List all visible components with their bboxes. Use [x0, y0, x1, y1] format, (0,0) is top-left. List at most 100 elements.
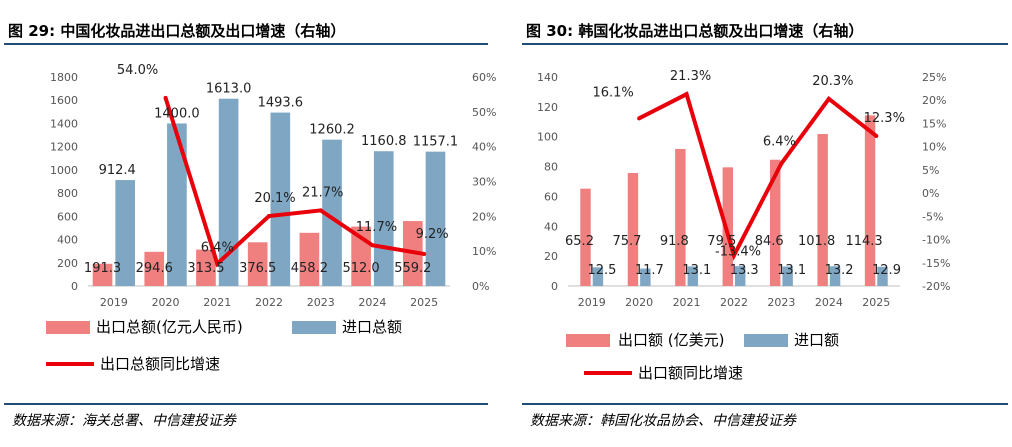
legend-label-import: 进口额 [794, 331, 840, 349]
bar-export [769, 159, 781, 286]
growth-value-label: 12.3% [864, 111, 905, 126]
growth-value-label: 11.7% [356, 220, 397, 235]
y2-tick-label: 40% [472, 141, 496, 154]
y2-tick-label: 25% [922, 71, 946, 84]
export-value-label: 101.8 [798, 234, 835, 249]
import-value-label: 1493.6 [258, 96, 304, 111]
import-value-label: 13.3 [730, 263, 759, 278]
bar-export [92, 263, 113, 286]
bar-export [864, 115, 876, 287]
y-tick-label: 400 [57, 234, 78, 247]
y2-tick-label: 0% [922, 187, 939, 200]
bar-import [115, 180, 136, 286]
bar-import [425, 151, 446, 286]
export-value-label: 313.5 [187, 261, 224, 276]
bar-import [877, 266, 888, 286]
title-rule [522, 43, 1008, 45]
bar-import [735, 266, 746, 286]
bar-export [144, 251, 165, 286]
y2-tick-label: 0% [472, 280, 489, 293]
x-tick-label: 2023 [767, 296, 795, 309]
source-rule [522, 403, 1008, 405]
y-tick-label: 0 [71, 280, 78, 293]
y-tick-label: 800 [57, 187, 78, 200]
x-tick-label: 2025 [862, 296, 890, 309]
export-value-label: 84.6 [755, 234, 784, 249]
bar-export [196, 249, 216, 286]
import-value-label: 13.1 [682, 263, 711, 278]
y2-tick-label: -20% [922, 280, 950, 293]
import-value-label: 1160.8 [361, 134, 407, 149]
bar-import [829, 266, 841, 286]
y2-tick-label: 15% [922, 117, 946, 130]
y-tick-label: 200 [57, 257, 78, 270]
y-tick-label: 40 [544, 220, 558, 233]
y-tick-label: 120 [537, 101, 558, 114]
y2-tick-label: 60% [472, 71, 496, 84]
export-value-label: 91.8 [660, 234, 689, 249]
x-tick-label: 2019 [100, 296, 128, 309]
growth-point [874, 133, 879, 138]
bar-import [592, 267, 604, 286]
legend-label-growth: 出口额同比增速 [638, 364, 744, 382]
x-tick-label: 2020 [625, 296, 653, 309]
growth-point [779, 161, 784, 166]
export-value-label: 512.0 [342, 261, 379, 276]
growth-value-label: 21.7% [302, 185, 343, 200]
legend-label-export: 出口额 (亿美元) [618, 331, 725, 349]
growth-point [422, 251, 427, 256]
growth-line [638, 91, 878, 261]
export-value-label: 79.5 [707, 234, 736, 249]
export-value-label: 65.2 [565, 234, 594, 249]
x-tick-label: 2023 [307, 296, 335, 309]
bar-import [322, 139, 342, 286]
bar-export [817, 134, 828, 286]
x-tick-label: 2022 [720, 296, 748, 309]
x-tick-label: 2022 [255, 296, 283, 309]
export-value-label: 458.2 [291, 261, 328, 276]
import-value-label: 1613.0 [206, 82, 252, 97]
y2-tick-label: 10% [472, 245, 496, 258]
legend-label-import: 进口总额 [342, 318, 403, 336]
y-tick-label: 1200 [50, 141, 78, 154]
y2-tick-label: 20% [472, 210, 496, 223]
import-value-label: 13.1 [777, 263, 806, 278]
legend-swatch-export [46, 321, 90, 334]
y2-tick-label: 20% [922, 94, 946, 107]
y2-tick-label: 30% [472, 176, 496, 189]
export-value-label: 376.5 [239, 261, 276, 276]
growth-value-label: 54.0% [117, 63, 158, 78]
x-tick-label: 2024 [815, 296, 843, 309]
bar-import [218, 98, 239, 287]
bar-export [580, 188, 591, 286]
legend-swatch-import [292, 321, 336, 334]
growth-value-label: 6.4% [763, 134, 796, 149]
legend-label-growth: 出口总额同比增速 [100, 355, 221, 373]
y-tick-label: 600 [57, 210, 78, 223]
x-tick-label: 2021 [203, 296, 231, 309]
growth-point [215, 261, 220, 266]
x-tick-label: 2020 [152, 296, 180, 309]
y2-tick-label: -5% [922, 210, 943, 223]
export-value-label: 294.6 [136, 261, 173, 276]
import-value-label: 1400.0 [154, 106, 200, 121]
y-tick-label: 1000 [50, 164, 78, 177]
bar-export [247, 242, 268, 286]
growth-point [370, 243, 375, 248]
legend-label-export: 出口总额(亿元人民币) [96, 318, 243, 336]
x-tick-label: 2019 [578, 296, 606, 309]
growth-point [267, 213, 271, 218]
bar-export [299, 232, 320, 286]
y2-tick-label: 10% [922, 141, 946, 154]
growth-point [318, 208, 323, 213]
y-tick-label: 140 [537, 71, 558, 84]
import-value-label: 912.4 [99, 163, 136, 178]
china-cosmetics-panel: 图 29: 中国化妆品进出口总额及出口增速（右轴） 0 200 400 600 800 1… [0, 0, 496, 447]
y-tick-label: 60 [544, 190, 558, 203]
korea-trade-chart: 0 20 40 60 80 100 120 140 -20% -15% -10% -5% 0% 5% 10%… [537, 69, 950, 309]
growth-value-label: 21.3% [670, 69, 711, 84]
figure-title: 图 30: 韩国化妆品进出口总额及出口增速（右轴） [526, 22, 864, 40]
y-tick-label: 1600 [50, 94, 78, 107]
y2-tick-label: -10% [922, 234, 950, 247]
import-value-label: 11.7 [635, 263, 664, 278]
